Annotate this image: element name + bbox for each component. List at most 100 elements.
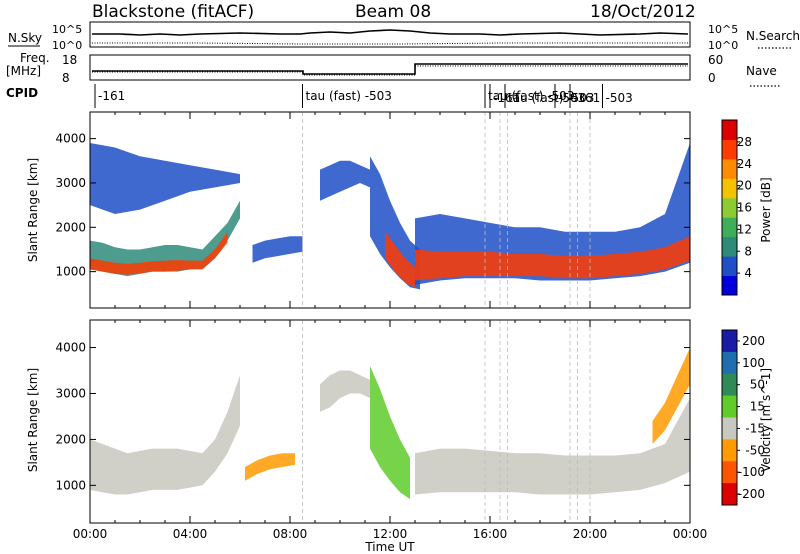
cpid-text-1: tau (fast) -503 [306, 89, 392, 103]
power-colorbar-ticklabel-4: 20 [737, 179, 752, 193]
cpid-text-2: tau (fast) -503 [488, 89, 574, 103]
beam-title: Beam 08 [355, 2, 431, 22]
velocity-colorbar-swatch-4 [722, 417, 737, 440]
time-tick-label-0: 00:00 [73, 527, 108, 541]
velocity-echo-band-0 [90, 375, 240, 495]
freq-panel: Freq. [MHz] 18 8 60 0 Nave [6, 51, 780, 87]
power-colorbar-ticklabel-5: 24 [737, 157, 752, 171]
cpid-text-7: -503 [606, 91, 633, 105]
velocity-colorbar-swatches [721, 329, 738, 506]
power-colorbar-ticklabel-1: 8 [744, 244, 752, 258]
time-tick-label-6: 00:00 [673, 527, 708, 541]
power-echo-band-1 [90, 231, 228, 275]
velocity-colorbar-ticklabel-3: 15 [750, 400, 765, 414]
velocity-echo-band-1 [245, 453, 295, 481]
velocity-colorbar-ticklabel-7: -200 [738, 487, 765, 501]
velocity-colorbar-swatch-6 [722, 461, 737, 484]
velocity-colorbar-ticklabel-4: -15 [745, 421, 765, 435]
power-y-ticks: 1000 2000 3000 4000 [55, 132, 690, 279]
power-echo-band-6 [415, 143, 690, 285]
power-echo-band-4 [370, 156, 420, 290]
cpid-annotations: -161 tau (fast) -503 tau (fast) -503-161ta… [94, 84, 633, 108]
nsky-tick-top: 10^5 [52, 23, 82, 36]
power-colorbar-ticklabel-3: 16 [737, 201, 752, 215]
freq-tick-bottom: 8 [62, 71, 70, 85]
power-colorbar-ticks: 4 8 12 16 20 24 28 [737, 135, 752, 280]
cpid-text-0: -161 [98, 89, 125, 103]
power-colorbar-swatch-0 [722, 275, 737, 296]
freq-trace [92, 63, 688, 75]
time-axis-ticks: 00:00 04:00 08:00 12:00 16:00 20:00 00:00 [73, 527, 708, 541]
velocity-echo-band-4 [415, 398, 690, 495]
power-echo-band-7 [415, 236, 690, 281]
power-colorbar-ticklabel-2: 12 [737, 222, 752, 236]
power-colorbar-swatch-8 [722, 120, 737, 140]
power-ytick-label-2: 3000 [55, 176, 86, 190]
nsky-label: N.Sky [8, 31, 42, 45]
power-data-layer [89, 112, 691, 308]
power-echo-band-2 [90, 143, 240, 214]
power-panel: Slant Range [km] 1000 2000 3000 4000 [26, 111, 691, 309]
nave-label: Nave [746, 64, 777, 78]
velocity-colorbar-ticks: 200 100 50 15 -15 -50 -100 -200 [737, 334, 765, 501]
velocity-colorbar-ticklabel-5: -50 [745, 443, 765, 457]
velocity-colorbar-swatch-2 [722, 373, 737, 397]
velocity-ytick-label-1: 2000 [55, 432, 86, 446]
velocity-colorbar-swatch-0 [722, 330, 737, 353]
cpid-text-4: tau (fast) -503 [508, 91, 594, 105]
power-colorbar-swatch-6 [722, 158, 737, 179]
nsearch-tick-bottom: 10^0 [708, 39, 738, 52]
velocity-colorbar-frame [721, 329, 738, 506]
power-ylabel: Slant Range [km] [26, 158, 40, 262]
date-title: 18/Oct/2012 [590, 2, 696, 22]
nsky-trace [92, 29, 689, 36]
cpid-text-6: -161 [573, 91, 600, 105]
velocity-colorbar-ticklabel-0: 200 [742, 334, 765, 348]
power-ytick-label-3: 4000 [55, 132, 86, 146]
cpid-text-3: -161 [493, 91, 520, 105]
time-tick-label-1: 04:00 [173, 527, 208, 541]
velocity-colorbar: 200 100 50 15 -15 -50 -100 -200 Velocity [m s^-… [721, 329, 773, 506]
nsky-tick-bottom: 10^0 [52, 39, 82, 52]
velocity-ylabel: Slant Range [km] [26, 368, 40, 472]
power-colorbar-label: Power [dB] [759, 177, 773, 242]
velocity-ytick-label-2: 3000 [55, 386, 86, 400]
station-title: Blackstone (fitACF) [92, 2, 254, 22]
power-colorbar-ticklabel-0: 4 [744, 266, 752, 280]
time-tick-label-3: 12:00 [373, 527, 408, 541]
time-tick-label-4: 16:00 [473, 527, 508, 541]
nsearch-label: N.Search [746, 29, 800, 43]
velocity-colorbar-label: Velocity [m s^-1] [759, 368, 773, 472]
power-colorbar-swatch-2 [722, 236, 737, 257]
power-echo-band-8 [252, 236, 303, 263]
power-echo-band-5 [385, 231, 415, 288]
velocity-ytick-label-3: 4000 [55, 341, 86, 355]
velocity-colorbar-swatch-5 [722, 439, 737, 462]
velocity-colorbar-ticklabel-6: -100 [738, 465, 765, 479]
velocity-panel: Slant Range [km] 1000 2000 3000 4000 [26, 319, 691, 524]
power-colorbar: 4 8 12 16 20 24 28 Power [dB] [721, 119, 773, 296]
power-ytick-label-0: 1000 [55, 265, 86, 279]
velocity-ytick-label-0: 1000 [55, 478, 86, 492]
cpid-text-5: -503 [558, 91, 585, 105]
power-colorbar-swatch-1 [722, 256, 737, 277]
velocity-colorbar-swatch-3 [722, 395, 737, 418]
time-tick-label-5: 20:00 [573, 527, 608, 541]
time-tick-label-2: 08:00 [273, 527, 308, 541]
velocity-echo-band-5 [652, 347, 690, 444]
freq-tick-top: 18 [62, 53, 77, 67]
power-echo-band-0 [90, 200, 240, 277]
nsearch-tick-top: 10^5 [708, 23, 738, 36]
power-ytick-label-1: 2000 [55, 220, 86, 234]
nave-trace [92, 65, 688, 76]
freq-label-2: [MHz] [6, 64, 41, 78]
nave-tick-bottom: 0 [708, 71, 716, 85]
power-colorbar-swatches [721, 119, 738, 296]
nsky-panel: N.Sky 10^5 10^0 10^5 10^0 N.Search [8, 21, 800, 52]
cpid-label: CPID [6, 86, 38, 100]
velocity-y-ticks: 1000 2000 3000 4000 [55, 341, 690, 492]
nsearch-trace [92, 42, 688, 45]
power-echo-band-3 [320, 160, 370, 201]
power-colorbar-ticklabel-6: 28 [737, 135, 752, 149]
